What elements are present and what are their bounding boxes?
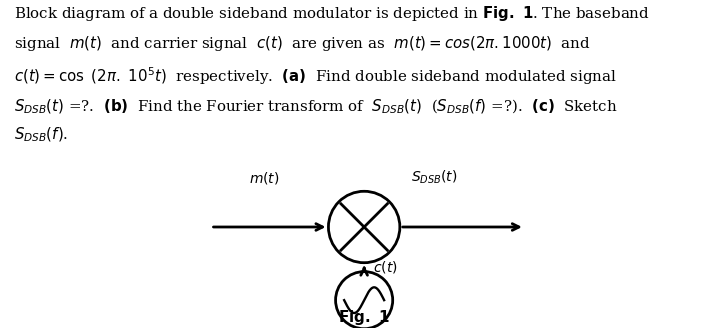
Ellipse shape xyxy=(336,272,393,329)
Text: $c(t)$: $c(t)$ xyxy=(373,259,398,275)
Ellipse shape xyxy=(328,191,400,263)
Text: Block diagram of a double sideband modulator is depicted in $\mathbf{Fig.\ 1}$. : Block diagram of a double sideband modul… xyxy=(14,4,650,144)
Text: $m(t)$: $m(t)$ xyxy=(249,170,279,186)
Text: $S_{DSB}(t)$: $S_{DSB}(t)$ xyxy=(411,168,457,186)
Text: $\mathbf{Fig.\ 1}$: $\mathbf{Fig.\ 1}$ xyxy=(338,308,390,327)
